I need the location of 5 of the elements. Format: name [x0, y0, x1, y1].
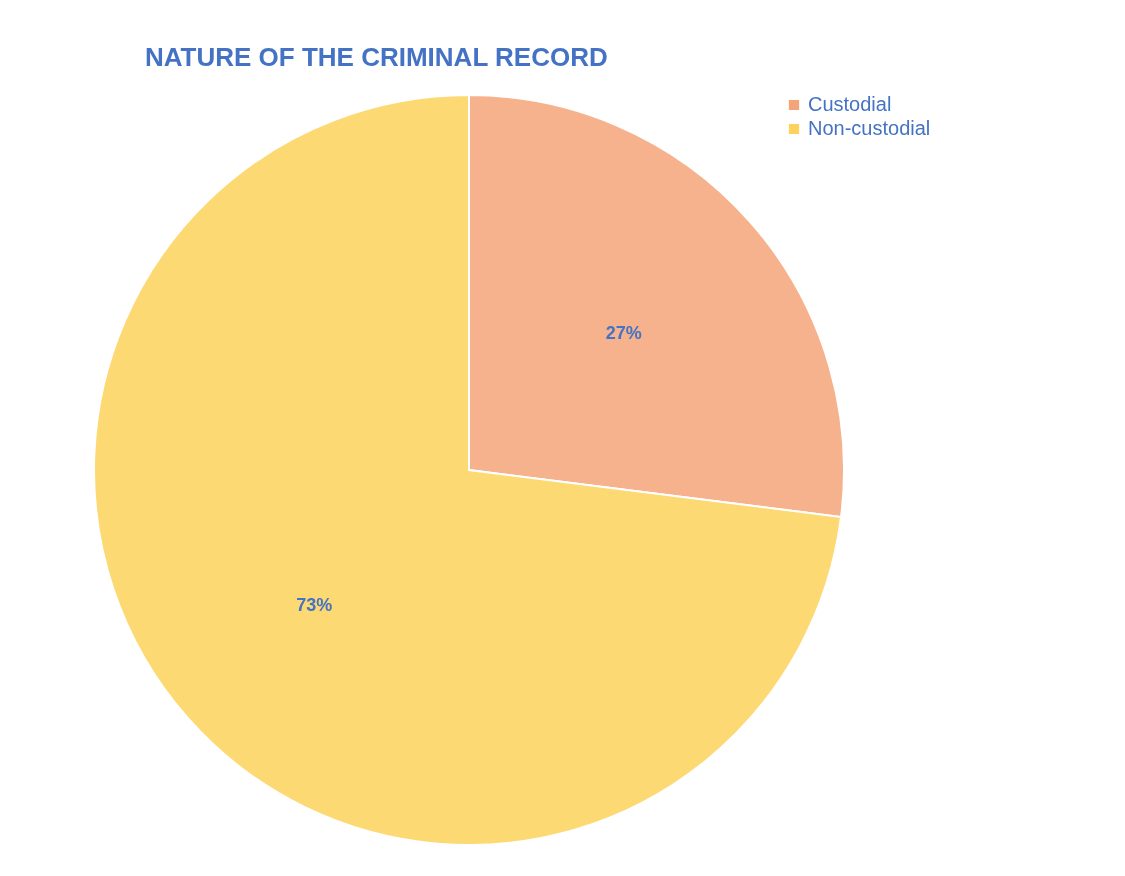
chart-title: NATURE OF THE CRIMINAL RECORD — [145, 42, 608, 72]
data-label: 73% — [296, 595, 333, 616]
legend-label: Custodial — [808, 93, 892, 115]
data-label: 27% — [605, 322, 642, 343]
legend-label: Non-custodial — [808, 117, 931, 139]
